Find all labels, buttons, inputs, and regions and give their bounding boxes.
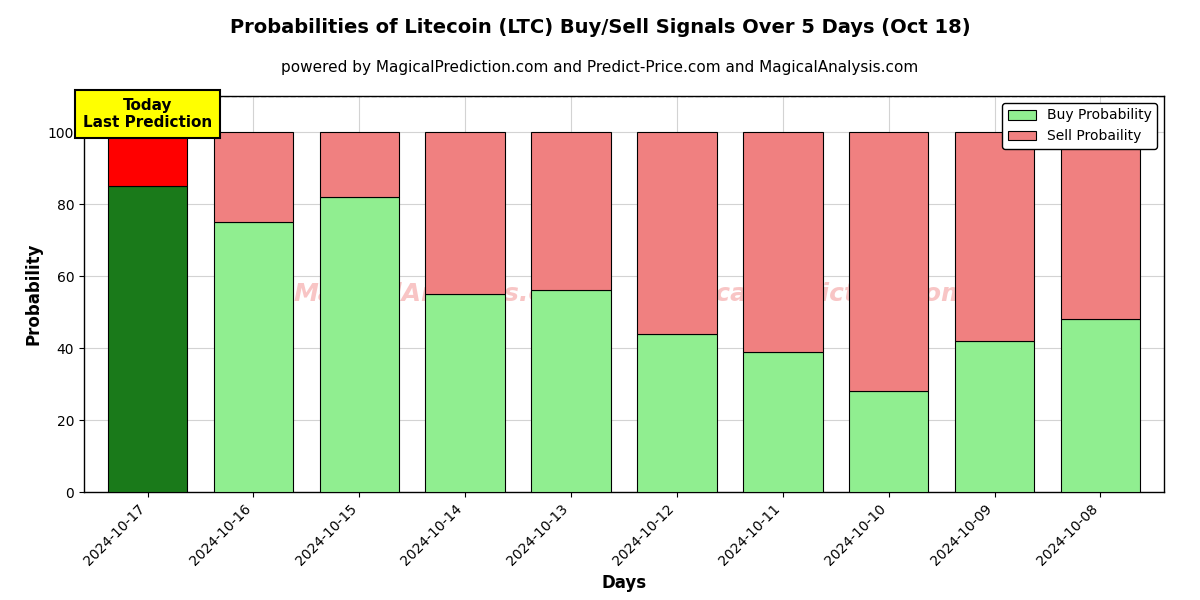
Bar — [426, 132, 505, 294]
Bar — [532, 290, 611, 492]
Text: MagicalPrediction.com: MagicalPrediction.com — [648, 282, 967, 306]
Bar — [850, 132, 929, 391]
Bar — [214, 132, 293, 222]
Bar — [743, 352, 822, 492]
Text: MagicalAnalysis.com: MagicalAnalysis.com — [294, 282, 587, 306]
Bar — [214, 222, 293, 492]
Bar — [743, 132, 822, 352]
Bar — [1061, 319, 1140, 492]
Text: powered by MagicalPrediction.com and Predict-Price.com and MagicalAnalysis.com: powered by MagicalPrediction.com and Pre… — [281, 60, 919, 75]
Bar — [108, 186, 187, 492]
X-axis label: Days: Days — [601, 574, 647, 592]
Bar — [850, 391, 929, 492]
Bar — [108, 132, 187, 186]
Text: Today
Last Prediction: Today Last Prediction — [83, 98, 212, 130]
Y-axis label: Probability: Probability — [24, 243, 42, 345]
Bar — [426, 294, 505, 492]
Text: Probabilities of Litecoin (LTC) Buy/Sell Signals Over 5 Days (Oct 18): Probabilities of Litecoin (LTC) Buy/Sell… — [229, 18, 971, 37]
Bar — [637, 334, 716, 492]
Legend: Buy Probability, Sell Probaility: Buy Probability, Sell Probaility — [1002, 103, 1157, 149]
Bar — [955, 132, 1034, 341]
Bar — [319, 197, 400, 492]
Bar — [319, 132, 400, 197]
Bar — [1061, 132, 1140, 319]
Bar — [637, 132, 716, 334]
Bar — [532, 132, 611, 290]
Bar — [955, 341, 1034, 492]
